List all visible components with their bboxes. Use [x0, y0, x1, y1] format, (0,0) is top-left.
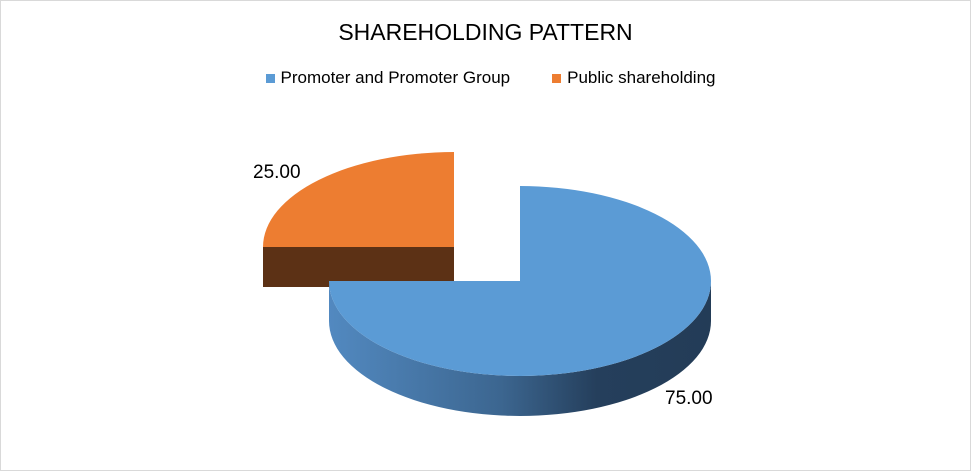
slice-public [263, 152, 454, 247]
legend-swatch [552, 73, 562, 83]
slice-promoter [329, 186, 711, 376]
chart-title: SHAREHOLDING PATTERN [338, 19, 633, 45]
slice-side-public [263, 247, 454, 287]
legend-label: Promoter and Promoter Group [280, 68, 511, 87]
slice-side-promoter [329, 281, 711, 416]
legend-label: Public shareholding [567, 68, 716, 87]
data-label-promoter: 75.00 [665, 388, 713, 409]
legend-item-public: Public shareholding [552, 68, 716, 88]
legend: Promoter and Promoter Group Public share… [1, 68, 970, 88]
legend-swatch [265, 73, 275, 83]
legend-item-promoter: Promoter and Promoter Group [265, 68, 511, 88]
data-label-public: 25.00 [253, 162, 301, 183]
